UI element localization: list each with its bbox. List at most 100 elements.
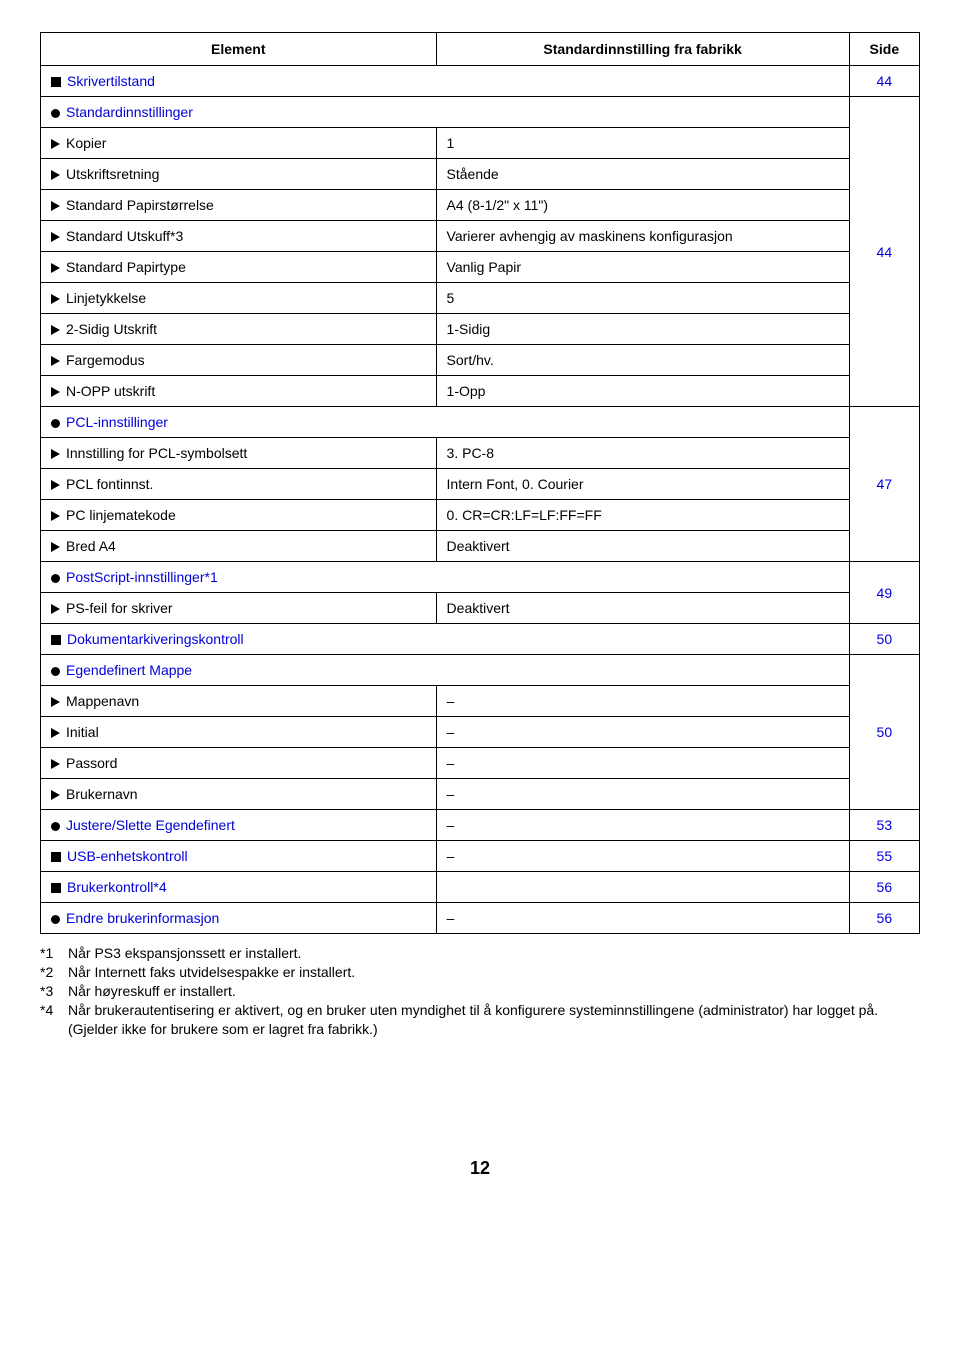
- row-usb: USB-enhetskontroll – 55: [41, 841, 920, 872]
- item-value: –: [436, 841, 849, 872]
- link-postscript[interactable]: PostScript-innstillinger*1: [66, 569, 218, 585]
- side-link[interactable]: 44: [849, 66, 919, 97]
- triangle-icon: [51, 480, 60, 490]
- table-row: Brukernavn–: [41, 779, 920, 810]
- header-element: Element: [41, 33, 437, 66]
- table-row: Bred A4Deaktivert: [41, 531, 920, 562]
- link-skrivertilstand[interactable]: Skrivertilstand: [67, 73, 155, 89]
- row-standardinnstillinger: Standardinnstillinger 44: [41, 97, 920, 128]
- item-label: Passord: [66, 755, 117, 771]
- side-link[interactable]: 55: [849, 841, 919, 872]
- item-value: –: [436, 779, 849, 810]
- side-link[interactable]: 56: [849, 872, 919, 903]
- item-value: 5: [436, 283, 849, 314]
- row-dokument: Dokumentarkiveringskontroll 50: [41, 624, 920, 655]
- side-link[interactable]: 53: [849, 810, 919, 841]
- table-row: PS-feil for skriver Deaktivert: [41, 593, 920, 624]
- item-value: 1-Sidig: [436, 314, 849, 345]
- item-value: 3. PC-8: [436, 438, 849, 469]
- footnote-2: *2Når Internett faks utvidelsespakke er …: [40, 963, 920, 982]
- item-label: N-OPP utskrift: [66, 383, 155, 399]
- link-justere[interactable]: Justere/Slette Egendefinert: [66, 817, 235, 833]
- side-link[interactable]: 50: [849, 655, 919, 810]
- row-egendefinert: Egendefinert Mappe 50: [41, 655, 920, 686]
- item-value: Deaktivert: [436, 593, 849, 624]
- triangle-icon: [51, 697, 60, 707]
- row-postscript: PostScript-innstillinger*1 49: [41, 562, 920, 593]
- table-row: UtskriftsretningStående: [41, 159, 920, 190]
- triangle-icon: [51, 728, 60, 738]
- item-label: Fargemodus: [66, 352, 145, 368]
- item-value: Varierer avhengig av maskinens konfigura…: [436, 221, 849, 252]
- link-standardinnstillinger[interactable]: Standardinnstillinger: [66, 104, 193, 120]
- table-row: Linjetykkelse5: [41, 283, 920, 314]
- table-row: Innstilling for PCL-symbolsett 3. PC-8: [41, 438, 920, 469]
- item-label: PC linjematekode: [66, 507, 176, 523]
- link-usb[interactable]: USB-enhetskontroll: [67, 848, 188, 864]
- footnote-4: *4Når brukerautentisering er aktivert, o…: [40, 1001, 920, 1039]
- item-label: PCL fontinnst.: [66, 476, 153, 492]
- table-row: Kopier 1: [41, 128, 920, 159]
- item-label: Bred A4: [66, 538, 116, 554]
- item-label: PS-feil for skriver: [66, 600, 173, 616]
- link-dokument[interactable]: Dokumentarkiveringskontroll: [67, 631, 244, 647]
- header-default: Standardinnstilling fra fabrikk: [436, 33, 849, 66]
- item-value: –: [436, 717, 849, 748]
- row-pcl: PCL-innstillinger 47: [41, 407, 920, 438]
- dot-icon: [51, 667, 60, 676]
- footnotes: *1Når PS3 ekspansjonssett er installert.…: [40, 944, 920, 1038]
- side-link[interactable]: 47: [849, 407, 919, 562]
- item-value: Vanlig Papir: [436, 252, 849, 283]
- square-icon: [51, 635, 61, 645]
- row-endre: Endre brukerinformasjon – 56: [41, 903, 920, 934]
- triangle-icon: [51, 201, 60, 211]
- item-label: Initial: [66, 724, 99, 740]
- item-label: 2-Sidig Utskrift: [66, 321, 157, 337]
- triangle-icon: [51, 604, 60, 614]
- triangle-icon: [51, 170, 60, 180]
- footnote-3: *3Når høyreskuff er installert.: [40, 982, 920, 1001]
- item-label: Innstilling for PCL-symbolsett: [66, 445, 247, 461]
- link-pcl[interactable]: PCL-innstillinger: [66, 414, 168, 430]
- footnote-1: *1Når PS3 ekspansjonssett er installert.: [40, 944, 920, 963]
- dot-icon: [51, 419, 60, 428]
- side-link[interactable]: 49: [849, 562, 919, 624]
- table-row: 2-Sidig Utskrift 1-Sidig: [41, 314, 920, 345]
- item-label: Kopier: [66, 135, 106, 151]
- table-row: PC linjematekode 0. CR=CR:LF=LF:FF=FF: [41, 500, 920, 531]
- side-link[interactable]: 56: [849, 903, 919, 934]
- item-value: 0. CR=CR:LF=LF:FF=FF: [436, 500, 849, 531]
- side-link[interactable]: 44: [849, 97, 919, 407]
- item-label: Standard Utskuff*3: [66, 228, 183, 244]
- link-egendefinert[interactable]: Egendefinert Mappe: [66, 662, 192, 678]
- page-number: 12: [40, 1158, 920, 1179]
- triangle-icon: [51, 325, 60, 335]
- item-value: 1: [436, 128, 849, 159]
- table-header-row: Element Standardinnstilling fra fabrikk …: [41, 33, 920, 66]
- side-link[interactable]: 50: [849, 624, 919, 655]
- dot-icon: [51, 915, 60, 924]
- triangle-icon: [51, 294, 60, 304]
- triangle-icon: [51, 387, 60, 397]
- row-skrivertilstand: Skrivertilstand 44: [41, 66, 920, 97]
- triangle-icon: [51, 542, 60, 552]
- dot-icon: [51, 109, 60, 118]
- triangle-icon: [51, 356, 60, 366]
- table-row: Initial –: [41, 717, 920, 748]
- triangle-icon: [51, 263, 60, 273]
- item-label: Utskriftsretning: [66, 166, 159, 182]
- item-value: –: [436, 686, 849, 717]
- value-empty: [436, 872, 849, 903]
- item-label: Mappenavn: [66, 693, 139, 709]
- item-label: Standard Papirtype: [66, 259, 186, 275]
- item-value: 1-Opp: [436, 376, 849, 407]
- table-row: Standard PapirstørrelseA4 (8-1/2" x 11"): [41, 190, 920, 221]
- item-value: –: [436, 810, 849, 841]
- row-justere: Justere/Slette Egendefinert – 53: [41, 810, 920, 841]
- table-row: Passord–: [41, 748, 920, 779]
- link-brukerkontroll[interactable]: Brukerkontroll*4: [67, 879, 167, 895]
- triangle-icon: [51, 232, 60, 242]
- square-icon: [51, 852, 61, 862]
- link-endre[interactable]: Endre brukerinformasjon: [66, 910, 219, 926]
- table-row: FargemodusSort/hv.: [41, 345, 920, 376]
